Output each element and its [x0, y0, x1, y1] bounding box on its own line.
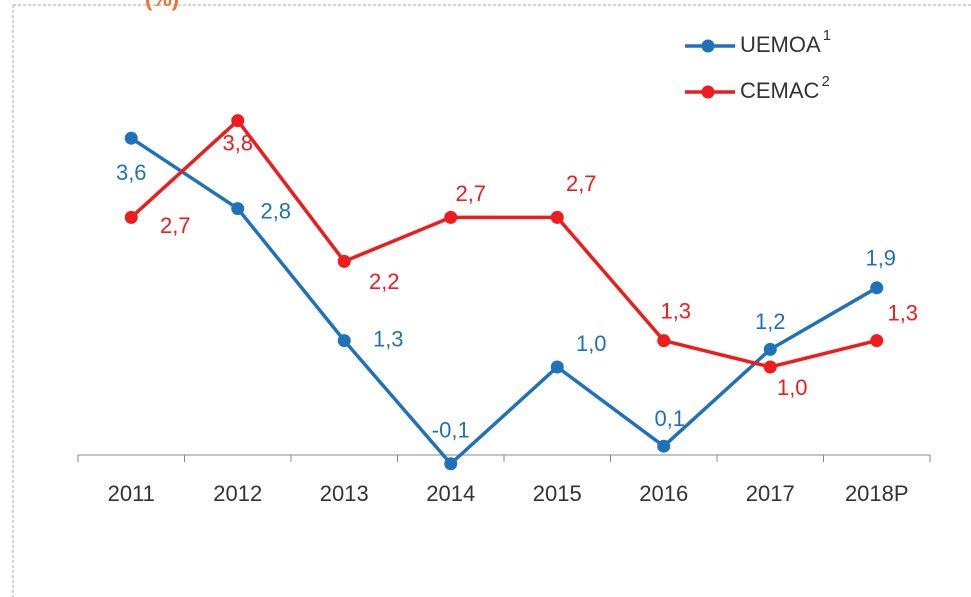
data-point — [550, 360, 564, 374]
data-label: 2,2 — [369, 269, 400, 294]
data-label: 2,7 — [455, 181, 486, 206]
data-label: 2,7 — [566, 171, 597, 196]
data-point — [763, 360, 777, 374]
x-tick-label: 2016 — [639, 481, 688, 506]
data-point — [763, 342, 777, 356]
data-label: 0,1 — [654, 406, 685, 431]
x-tick-label: 2014 — [426, 481, 475, 506]
legend-superscript: 1 — [823, 27, 831, 44]
data-label: 1,0 — [777, 375, 808, 400]
series-line — [130, 136, 878, 467]
data-label: 2,7 — [160, 213, 191, 238]
x-tick-label: 2011 — [108, 481, 155, 506]
legend-name: CEMAC — [740, 78, 820, 103]
data-label: 1,3 — [660, 298, 691, 323]
data-label: 1,2 — [755, 309, 786, 334]
data-point — [444, 210, 458, 224]
legend-name: UEMOA — [740, 32, 821, 57]
data-label: 3,6 — [116, 160, 147, 185]
x-tick-label: 2015 — [533, 481, 582, 506]
data-point — [231, 202, 245, 216]
legend-marker — [701, 85, 715, 99]
data-point — [444, 457, 458, 471]
x-tick-label: 2017 — [746, 481, 795, 506]
legend-label: CEMAC 2 — [740, 73, 830, 103]
data-point — [337, 334, 351, 348]
data-label: 1,9 — [865, 246, 896, 271]
data-label: 3,8 — [222, 130, 253, 155]
x-tick-label: 2013 — [320, 481, 369, 506]
data-point — [337, 254, 351, 268]
data-point — [124, 131, 138, 145]
data-point — [657, 334, 671, 348]
data-point — [124, 210, 138, 224]
legend-superscript: 2 — [821, 73, 829, 90]
data-label: 1,3 — [373, 326, 404, 351]
data-point — [657, 439, 671, 453]
legend-marker — [701, 39, 715, 53]
data-point — [870, 281, 884, 295]
data-label: 2,8 — [260, 198, 291, 223]
series-line — [130, 118, 878, 369]
chart-title: (%) — [145, 0, 179, 11]
x-tick-label: 2018P — [845, 481, 909, 506]
data-point — [550, 210, 564, 224]
data-label: -0,1 — [432, 418, 470, 443]
data-label: 1,0 — [576, 331, 607, 356]
legend-label: UEMOA 1 — [740, 27, 831, 57]
data-point — [231, 114, 245, 128]
data-point — [870, 334, 884, 348]
x-tick-label: 2012 — [213, 481, 262, 506]
data-label: 1,3 — [887, 300, 918, 325]
